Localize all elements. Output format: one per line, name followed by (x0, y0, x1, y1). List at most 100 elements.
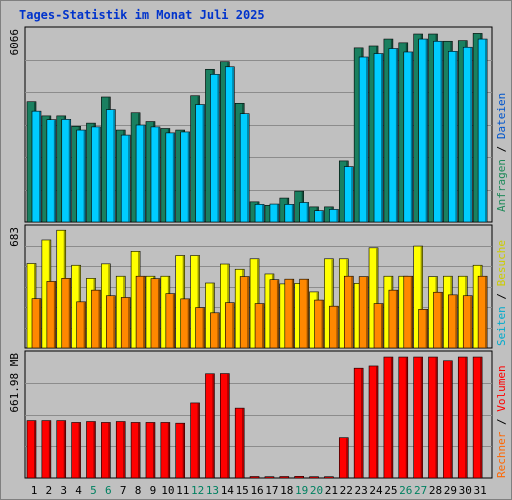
bar-shade (83, 130, 86, 222)
bar-shade (53, 120, 56, 222)
page-title: Tages-Statistik im Monat Juli 2025 (19, 8, 265, 22)
bar-shade (381, 54, 383, 222)
bar-dateien (314, 210, 324, 223)
bar-seiten (418, 309, 428, 349)
bar-besuche (324, 258, 334, 349)
x-tick-label: 27 (414, 484, 427, 497)
bar-shade (321, 300, 324, 348)
bar-volumen (71, 422, 81, 479)
bar-seiten (433, 291, 443, 349)
bar-shade (138, 422, 140, 478)
bar-shade (68, 119, 71, 222)
bar-shade (53, 281, 56, 348)
bar-volumen (175, 422, 186, 479)
bar-shade (123, 422, 125, 478)
bar-shade (157, 279, 160, 348)
bar-shade (143, 276, 145, 348)
bar-volumen (428, 356, 438, 479)
bar-seiten (373, 303, 384, 349)
bar-seiten (269, 279, 280, 349)
bar-volumen (101, 422, 111, 479)
bar-shade (435, 357, 438, 478)
bar-dateien (91, 126, 101, 223)
bar-dateien (418, 38, 428, 223)
bar-shade (390, 357, 393, 478)
bar-shade (376, 248, 378, 348)
bar-volumen (160, 422, 171, 479)
bar-shade (351, 276, 353, 348)
x-tick-label: 13 (206, 484, 219, 497)
bar-volumen (190, 402, 200, 479)
series-dateien (31, 38, 488, 223)
bar-seiten (343, 275, 354, 349)
bar-shade (440, 292, 443, 348)
bar-volumen (56, 420, 67, 479)
bar-shade (425, 309, 428, 348)
x-tick-label: 23 (355, 484, 368, 497)
bar-dateien (239, 113, 250, 223)
bar-dateien (150, 126, 161, 223)
bar-shade (217, 313, 219, 348)
bar-seiten (314, 299, 324, 349)
bar-dateien (433, 40, 443, 223)
x-tick-label: 26 (399, 484, 412, 497)
bar-shade (128, 135, 130, 222)
bar-shade (39, 111, 41, 222)
bar-shade (276, 280, 279, 348)
bar-dateien (76, 129, 86, 223)
bar-shade (48, 421, 51, 478)
bar-volumen (413, 356, 423, 479)
bar-volumen (368, 365, 379, 479)
x-tick-label: 15 (236, 484, 249, 497)
bar-shade (376, 366, 378, 478)
bar-dateien (269, 203, 280, 223)
bar-seiten (165, 293, 176, 349)
legend-item-rechner: Rechner (495, 431, 508, 478)
bar-shade (485, 276, 487, 348)
bar-shade (470, 296, 472, 348)
x-tick-label: 5 (90, 484, 97, 497)
bar-volumen (383, 356, 394, 479)
bar-shade (276, 204, 279, 222)
bar-shade (306, 279, 309, 348)
bar-shade (395, 49, 398, 222)
bar-shade (227, 374, 229, 478)
bar-dateien (135, 124, 146, 223)
x-tick-label: 16 (250, 484, 263, 497)
bar-seiten (195, 307, 205, 349)
bar-seiten (135, 275, 146, 349)
bar-shade (470, 47, 472, 222)
bar-shade (410, 52, 413, 222)
bar-dateien (195, 104, 205, 223)
bar-shade (232, 303, 234, 348)
bar-volumen (41, 420, 52, 479)
bar-shade (455, 51, 457, 222)
bar-volumen (457, 356, 468, 479)
bar-dateien (329, 209, 339, 223)
bar-shade (197, 255, 200, 348)
bar-volumen (220, 373, 230, 479)
bar-shade (440, 41, 443, 222)
bar-shade (480, 357, 482, 478)
bar-seiten (477, 275, 488, 349)
bar-shade (247, 114, 249, 222)
bar-seiten (388, 289, 399, 349)
bar-seiten (61, 278, 72, 349)
bar-seiten (448, 294, 458, 349)
bar-shade (202, 308, 205, 348)
bar-shade (291, 279, 294, 348)
bar-dateien (358, 56, 369, 223)
legend-separator: / (495, 286, 508, 306)
bar-seiten (403, 275, 414, 349)
bar-volumen (472, 356, 483, 479)
bar-volumen (338, 437, 349, 479)
bar-shade (321, 211, 324, 222)
bar-shade (113, 110, 115, 222)
bar-besuche (190, 255, 200, 349)
x-tick-label: 31 (474, 484, 487, 497)
x-tick-label: 2 (46, 484, 53, 497)
bar-shade (306, 202, 309, 222)
x-tick-label: 14 (221, 484, 235, 497)
